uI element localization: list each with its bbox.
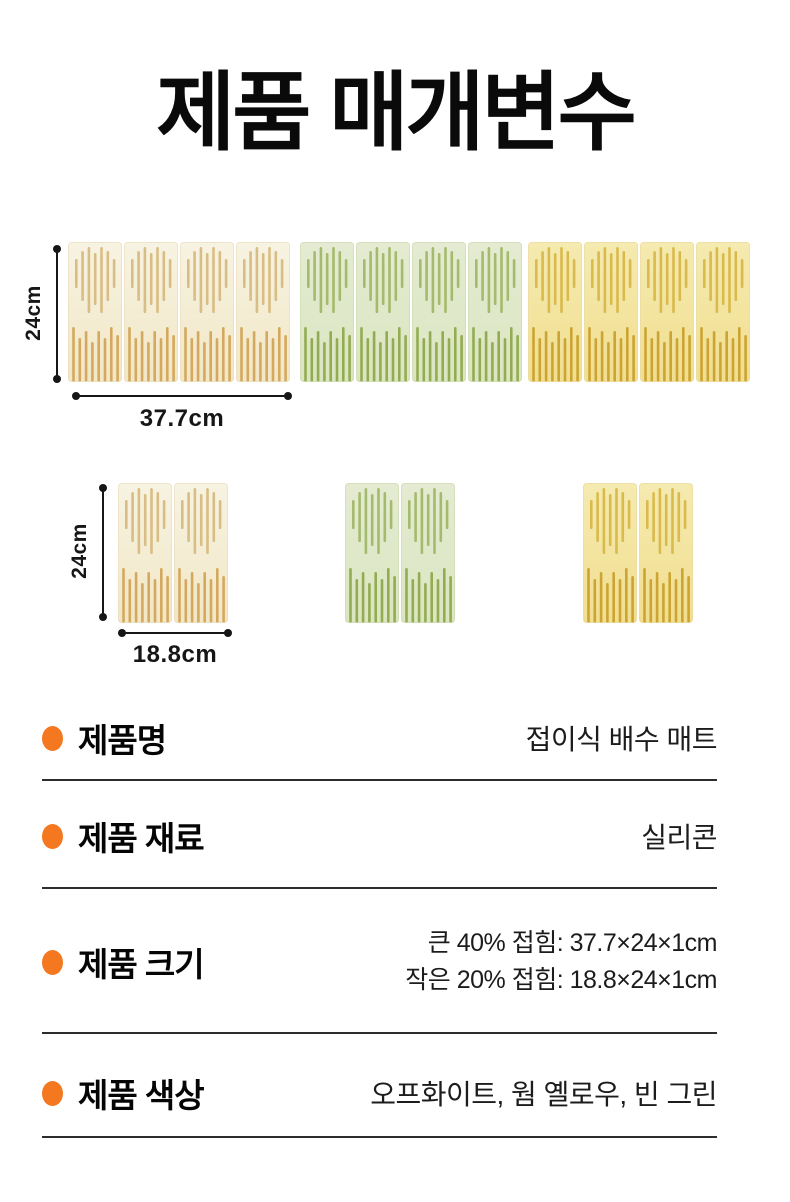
divider [42,1136,717,1138]
large-height-label: 24cm [22,285,45,341]
small-height-label: 24cm [68,523,91,579]
large-width-label: 37.7cm [139,405,225,432]
small-height-label-wrap: 24cm [58,485,102,617]
bullet-icon [42,823,63,849]
large-height-label-wrap: 24cm [12,247,56,379]
mat-large-off-white [68,242,290,382]
spec-value-size-line-2: 작은 20% 접힘: 18.8×24×1cm [405,966,717,994]
mat-small-warm-yellow [583,483,693,623]
spec-row-product-name: 제품명 접이식 배수 매트 [42,708,718,768]
spec-row-material: 제품 재료 실리콘 [42,806,717,866]
bullet-icon [42,1080,63,1106]
divider [42,1032,717,1034]
mat-large-bean-green [300,242,522,382]
spec-label-size: 제품 크기 [78,946,205,983]
spec-value-size-line-1: 큰 40% 접힘: 37.7×24×1cm [427,929,718,957]
spec-value-material: 실리콘 [641,822,717,853]
small-height-dimension-line [99,484,107,621]
spec-label-material: 제품 재료 [78,820,205,857]
spec-label-color: 제품 색상 [78,1077,205,1114]
divider [42,887,717,889]
spec-label-product-name: 제품명 [78,722,167,759]
mat-large-warm-yellow [528,242,750,382]
page-title: 제품 매개변수 [156,65,637,161]
small-width-label: 18.8cm [132,641,218,668]
spec-value-color: 오프화이트, 웜 옐로우, 빈 그린 [370,1079,717,1110]
large-width-dimension-line [72,392,292,400]
bullet-icon [42,725,63,751]
spec-row-color: 제품 색상 오프화이트, 웜 옐로우, 빈 그린 [42,1063,717,1123]
spec-value-size: 큰 40% 접힘: 37.7×24×1cm 작은 20% 접힘: 18.8×24… [405,925,717,999]
spec-row-size: 제품 크기 큰 40% 접힘: 37.7×24×1cm 작은 20% 접힘: 1… [42,922,717,1002]
mat-small-off-white [118,483,228,623]
small-width-dimension-line [118,629,232,637]
mat-small-bean-green [345,483,455,623]
divider [42,779,717,781]
bullet-icon [42,949,63,975]
spec-value-product-name: 접이식 배수 매트 [525,724,718,755]
large-height-dimension-line [53,245,61,383]
